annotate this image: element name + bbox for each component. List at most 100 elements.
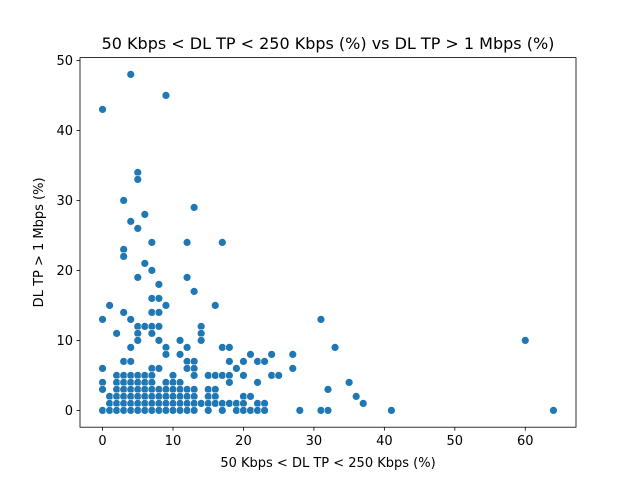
data-point [218,343,227,352]
data-point [232,406,241,415]
data-point [126,378,135,387]
data-point [211,392,220,401]
data-point [147,378,157,387]
data-point [182,392,192,401]
data-point [147,385,157,394]
data-points [98,70,558,415]
data-point [225,378,234,387]
data-point [112,378,121,387]
x-tick-label: 60 [517,434,534,449]
data-point [119,252,128,261]
data-point [387,406,396,415]
y-axis: 0 10 20 30 40 50 [56,54,80,419]
data-point [189,357,199,366]
data-point [126,392,135,401]
data-point [140,322,150,331]
data-point [175,399,185,408]
data-point [119,245,128,254]
data-point [316,406,326,415]
data-point [175,385,185,394]
data-point [253,378,262,387]
data-point [133,392,142,401]
data-point [260,357,269,366]
data-point [154,336,164,345]
x-tick-label: 50 [447,434,464,449]
data-point [112,371,121,380]
data-point [168,392,178,401]
data-point [147,266,157,275]
data-point [189,287,199,296]
x-axis: 0 10 20 30 40 50 60 [98,427,534,449]
data-point [175,336,185,345]
data-point [218,371,227,380]
data-point [359,399,368,408]
x-tick-label: 0 [98,434,106,449]
data-point [182,399,192,408]
data-point [161,378,171,387]
data-point [274,371,283,380]
data-point [133,224,142,233]
data-point [239,357,248,366]
data-point [119,385,128,394]
data-point [161,91,171,100]
data-point [147,294,157,303]
data-point [182,357,192,366]
data-point [119,392,128,401]
data-point [351,392,361,401]
data-point [239,406,248,415]
data-point [189,392,199,401]
data-point [161,392,171,401]
data-point [154,322,164,331]
data-point [133,385,142,394]
data-point [112,392,121,401]
data-point [119,378,128,387]
data-point [147,238,157,247]
data-point [288,364,297,373]
data-point [204,385,213,394]
data-point [225,371,234,380]
data-point [140,385,150,394]
data-point [196,336,206,345]
data-point [140,406,150,415]
data-point [147,329,157,338]
data-point [119,357,128,366]
data-point [119,371,128,380]
data-point [323,406,333,415]
data-point [161,406,171,415]
data-point [126,357,135,366]
data-point [253,406,262,415]
data-point [161,399,171,408]
data-point [133,168,142,177]
x-tick-label: 20 [235,434,252,449]
data-point [189,385,199,394]
data-point [323,385,333,394]
data-point [119,196,128,205]
data-point [218,406,227,415]
y-tick-label: 0 [65,404,73,419]
data-point [189,406,199,415]
data-point [182,238,192,247]
y-axis-label: DL TP > 1 Mbps (%) [32,177,47,307]
data-point [154,364,164,373]
data-point [225,399,234,408]
data-point [147,322,157,331]
data-point [119,308,128,317]
data-point [175,350,185,359]
data-point [147,399,157,408]
y-tick-label: 50 [56,54,73,69]
data-point [182,343,192,352]
data-point [154,308,164,317]
y-tick-label: 10 [56,334,73,349]
data-point [126,371,135,380]
data-point [133,175,142,184]
data-point [154,294,164,303]
data-point [175,378,185,387]
data-point [133,322,142,331]
data-point [189,399,199,408]
data-point [147,364,157,373]
data-point [204,399,213,408]
data-point [98,385,107,394]
data-point [239,392,248,401]
data-point [140,392,150,401]
